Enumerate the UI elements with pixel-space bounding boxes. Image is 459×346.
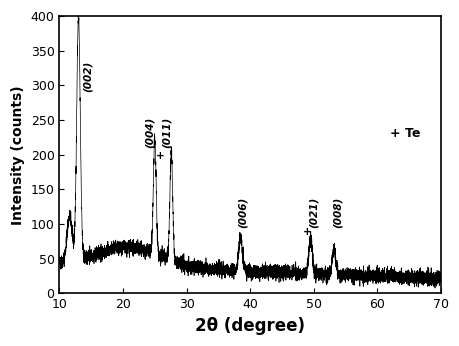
- Text: +: +: [302, 227, 311, 237]
- X-axis label: 2θ (degree): 2θ (degree): [195, 317, 304, 335]
- Text: (002): (002): [83, 61, 93, 92]
- Text: (011): (011): [161, 117, 171, 148]
- Text: (021): (021): [308, 196, 318, 228]
- Text: (004): (004): [145, 117, 154, 148]
- Text: +: +: [155, 151, 164, 161]
- Text: (006): (006): [237, 196, 247, 228]
- Text: + Te: + Te: [389, 127, 420, 140]
- Y-axis label: Intensity (counts): Intensity (counts): [11, 85, 25, 225]
- Text: (008): (008): [332, 196, 342, 228]
